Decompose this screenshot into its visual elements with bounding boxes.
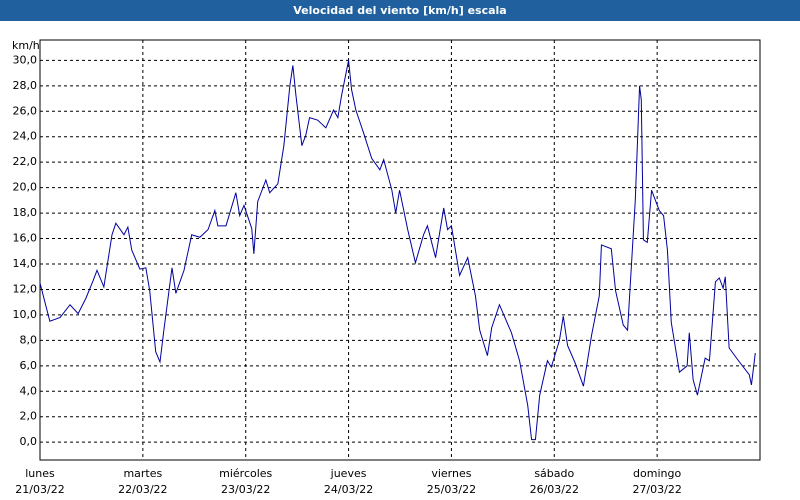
- y-tick-label: 4,0: [20, 384, 38, 397]
- y-tick-label: 10,0: [13, 308, 38, 321]
- y-tick-label: 2,0: [20, 410, 38, 423]
- y-tick-label: 18,0: [13, 206, 38, 219]
- x-tick-label: sábado: [534, 467, 574, 480]
- y-tick-label: 24,0: [13, 130, 38, 143]
- x-tick-label: miércoles: [219, 467, 272, 480]
- x-tick-label: martes: [123, 467, 162, 480]
- y-tick-label: 22,0: [13, 155, 38, 168]
- y-tick-label: 0,0: [20, 435, 38, 448]
- x-tick-date: 21/03/22: [15, 483, 64, 496]
- x-tick-label: jueves: [330, 467, 367, 480]
- y-tick-label: 16,0: [13, 232, 38, 245]
- chart-title: Velocidad del viento [km/h] escala: [293, 4, 506, 17]
- x-tick-date: 25/03/22: [427, 483, 476, 496]
- plot-frame: [39, 39, 761, 461]
- y-tick-label: 28,0: [13, 79, 38, 92]
- x-tick-date: 23/03/22: [221, 483, 270, 496]
- y-tick-label: 20,0: [13, 181, 38, 194]
- x-tick-date: 26/03/22: [530, 483, 579, 496]
- y-tick-label: 6,0: [20, 359, 38, 372]
- y-axis-label: km/h: [12, 39, 40, 52]
- y-tick-label: 26,0: [13, 104, 38, 117]
- x-tick-date: 22/03/22: [118, 483, 167, 496]
- wind-speed-line: [39, 60, 756, 441]
- y-tick-label: 30,0: [13, 53, 38, 66]
- y-tick-label: 8,0: [20, 333, 38, 346]
- x-tick-label: domingo: [633, 467, 681, 480]
- x-tick-date: 24/03/22: [324, 483, 373, 496]
- x-tick-date: 27/03/22: [632, 483, 681, 496]
- x-tick-label: lunes: [25, 467, 55, 480]
- x-tick-label: viernes: [431, 467, 471, 480]
- y-tick-label: 14,0: [13, 257, 38, 270]
- title-bar: [0, 0, 800, 21]
- y-tick-label: 12,0: [13, 282, 38, 295]
